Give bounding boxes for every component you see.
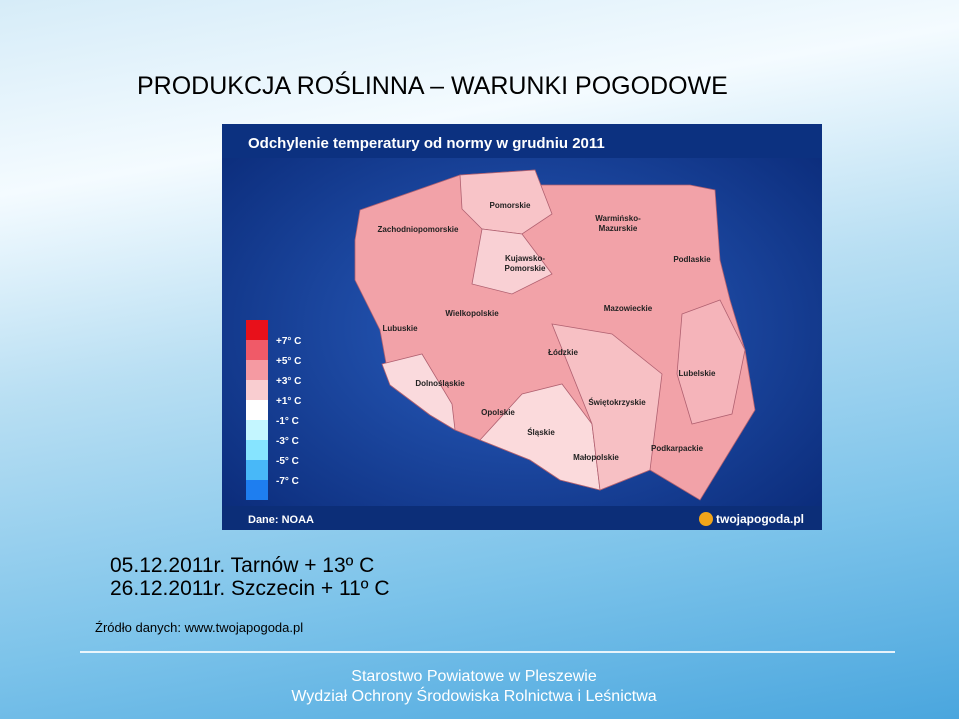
note: 26.12.2011r. Szczecin + 11º C bbox=[110, 577, 390, 600]
map-header bbox=[222, 124, 822, 158]
legend-swatch bbox=[246, 360, 268, 380]
region-label: Lubuskie bbox=[382, 324, 418, 333]
map-source: Dane: NOAA bbox=[248, 514, 314, 526]
legend-label: -7° C bbox=[276, 476, 299, 487]
region-label: Mazowieckie bbox=[604, 304, 653, 313]
region bbox=[676, 299, 746, 425]
legend bbox=[246, 320, 268, 500]
separator bbox=[80, 651, 895, 653]
map: Odchylenie temperatury od normy w grudni… bbox=[222, 124, 822, 530]
legend-swatch bbox=[246, 460, 268, 480]
legend-swatch bbox=[246, 420, 268, 440]
legend-label: +5° C bbox=[276, 356, 301, 367]
region-label: Podlaskie bbox=[673, 255, 711, 264]
legend-label: -5° C bbox=[276, 456, 299, 467]
legend-label: -3° C bbox=[276, 436, 299, 447]
region bbox=[471, 228, 553, 295]
legend-swatch bbox=[246, 340, 268, 360]
region-label: Lubelskie bbox=[679, 369, 716, 378]
region-label: Podkarpackie bbox=[651, 444, 704, 453]
region-label: Małopolskie bbox=[573, 453, 619, 462]
legend-swatch bbox=[246, 440, 268, 460]
region-label: Opolskie bbox=[481, 408, 515, 417]
region-label: Łódzkie bbox=[548, 348, 578, 357]
legend-swatch bbox=[246, 380, 268, 400]
map-title: Odchylenie temperatury od normy w grudni… bbox=[248, 135, 605, 152]
logo-icon bbox=[699, 512, 713, 526]
region-label: Mazurskie bbox=[599, 224, 638, 233]
legend-swatch bbox=[246, 320, 268, 340]
legend-label: -1° C bbox=[276, 416, 299, 427]
region-label: Warmińsko- bbox=[595, 214, 641, 223]
region-label: Wielkopolskie bbox=[445, 309, 499, 318]
region bbox=[551, 323, 663, 491]
data-source: Źródło danych: www.twojapogoda.pl bbox=[95, 620, 304, 635]
region-label: Pomorskie bbox=[490, 201, 531, 210]
footer-line: Starostwo Powiatowe w Pleszewie bbox=[351, 668, 597, 685]
footer: Starostwo Powiatowe w Pleszewie Wydział … bbox=[0, 667, 948, 707]
region-label: Zachodniopomorskie bbox=[378, 225, 459, 234]
legend-label: +7° C bbox=[276, 336, 301, 347]
note: 05.12.2011r. Tarnów + 13º C bbox=[110, 554, 375, 577]
region-label: Pomorskie bbox=[505, 264, 546, 273]
region-label: Dolnośląskie bbox=[415, 379, 465, 388]
poland bbox=[354, 169, 756, 501]
legend-label: +1° C bbox=[276, 396, 301, 407]
notes: 05.12.2011r. Tarnów + 13º C 26.12.2011r.… bbox=[110, 554, 389, 600]
region bbox=[381, 353, 456, 431]
legend-swatch bbox=[246, 480, 268, 500]
legend-swatch bbox=[246, 400, 268, 420]
region-label: Kujawsko- bbox=[505, 254, 545, 263]
legend-label: +3° C bbox=[276, 376, 301, 387]
logo: twojapogoda.pl bbox=[716, 512, 804, 526]
region-label: Śląskie bbox=[527, 428, 555, 437]
footer-line: Wydział Ochrony Środowiska Rolnictwa i L… bbox=[291, 688, 657, 705]
slide-title: PRODUKCJA ROŚLINNA – WARUNKI POGODOWE bbox=[137, 72, 728, 100]
region-label: Świętokrzyskie bbox=[588, 398, 646, 407]
map-footer bbox=[222, 506, 822, 530]
